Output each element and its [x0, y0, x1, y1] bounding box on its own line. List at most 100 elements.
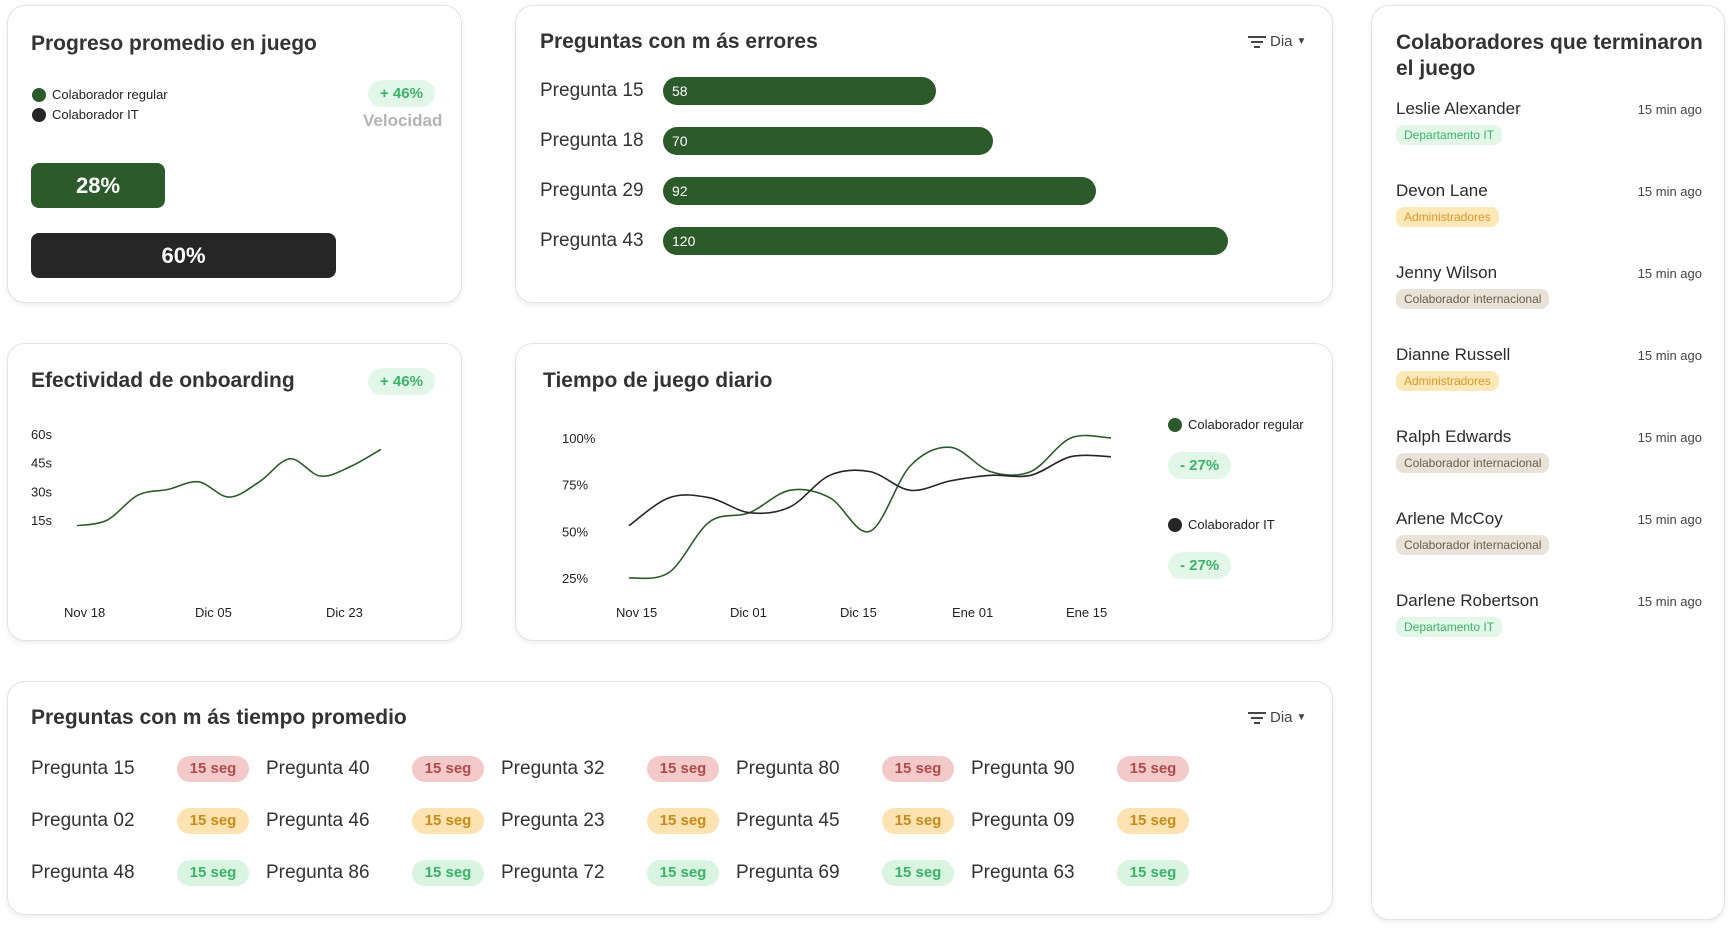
it-series-line	[628, 454, 1112, 527]
errors-title: Preguntas con m ás errores	[540, 30, 818, 53]
daily-legend-it-label: Colaborador IT	[1188, 517, 1275, 532]
x-tick-label: Nov 15	[616, 605, 657, 620]
x-tick-label: Ene 01	[952, 605, 993, 620]
collaborator-tag: Administradores	[1396, 207, 1499, 227]
chevron-down-icon: ▼	[1296, 712, 1307, 723]
daily-time-title: Tiempo de juego diario	[543, 369, 773, 392]
question-time-badge: 15 seg	[1117, 860, 1189, 886]
time-card: Preguntas con m ás tiempo promedio Dia ▼…	[7, 681, 1333, 915]
question-time-badge: 15 seg	[647, 756, 719, 782]
y-tick-label: 60s	[31, 427, 52, 442]
y-tick-label: 50%	[562, 524, 588, 539]
progress-bar-regular: 28%	[31, 163, 165, 208]
question-label: Pregunta 46	[266, 810, 370, 831]
y-tick-label: 100%	[562, 431, 596, 446]
daily-time-card: Tiempo de juego diario 100% 75% 50% 25% Nov …	[515, 343, 1333, 641]
daily-it-badge: - 27%	[1168, 552, 1232, 579]
question-label: Pregunta 80	[736, 758, 840, 779]
legend-dot-green-icon	[32, 87, 46, 102]
error-bar-value: 70	[672, 133, 688, 149]
question-time-badge: 15 seg	[412, 860, 484, 886]
onboarding-series-line	[76, 448, 382, 527]
collaborator-name: Dianne Russell	[1396, 345, 1511, 364]
x-tick-label: Dic 23	[326, 605, 363, 620]
daily-legend-it: Colaborador IT	[1168, 517, 1275, 532]
question-time-badge: 15 seg	[177, 756, 249, 782]
progress-it-value: 60%	[161, 243, 206, 268]
question-time-badge: 15 seg	[412, 756, 484, 782]
errors-card: Preguntas con m ás errores Dia ▼ Pregunt…	[515, 5, 1333, 303]
time-filter[interactable]: Dia ▼	[1248, 709, 1306, 726]
velocity-badge: + 46%	[368, 80, 435, 107]
question-time-badge: 15 seg	[882, 808, 954, 834]
question-time-badge: 15 seg	[177, 860, 249, 886]
time-title: Preguntas con m ás tiempo promedio	[31, 706, 407, 729]
error-bar-value: 92	[672, 183, 688, 199]
x-tick-label: Dic 05	[195, 605, 232, 620]
x-tick-label: Dic 15	[840, 605, 877, 620]
question-time-badge: 15 seg	[177, 808, 249, 834]
error-bar: 58	[663, 77, 936, 105]
error-bar: 70	[663, 127, 993, 155]
error-bar-value: 58	[672, 83, 688, 99]
legend-regular: Colaborador regular	[32, 87, 168, 102]
progress-regular-value: 28%	[75, 173, 121, 198]
errors-filter-label: Dia	[1270, 33, 1293, 50]
onboarding-line-chart: 60s 45s 30s 15s Nov 18 Dic 05 Dic 23	[31, 427, 382, 620]
onboarding-card: Efectividad de onboarding + 46% 60s 45s 30…	[7, 343, 462, 641]
progress-title: Progreso promedio en juego	[31, 32, 317, 55]
chevron-down-icon: ▼	[1296, 36, 1307, 47]
daily-time-line-chart: 100% 75% 50% 25% Nov 15 Dic 01 Dic 15 Ene 01 Ene…	[562, 431, 1112, 620]
collaborator-name: Ralph Edwards	[1396, 427, 1512, 446]
legend-regular-label: Colaborador regular	[52, 87, 168, 102]
legend-it: Colaborador IT	[32, 107, 139, 122]
collaborator-time: 15 min ago	[1637, 430, 1702, 445]
collaborator-time: 15 min ago	[1637, 512, 1702, 527]
collaborator-tag: Colaborador internacional	[1396, 453, 1550, 473]
question-time-badge: 15 seg	[412, 808, 484, 834]
collaborator-name: Devon Lane	[1396, 181, 1488, 200]
x-tick-label: Nov 18	[64, 605, 105, 620]
y-tick-label: 45s	[31, 456, 52, 471]
question-label: Pregunta 40	[266, 758, 370, 779]
progress-bar-it: 60%	[31, 233, 336, 278]
question-label: Pregunta 32	[501, 758, 605, 779]
legend-dot-green-icon	[1168, 417, 1182, 432]
question-time-badge: 15 seg	[647, 808, 719, 834]
collaborators-card: Colaboradores que terminaron el juego Le…	[1371, 5, 1725, 920]
collaborator-name: Jenny Wilson	[1396, 263, 1498, 282]
question-label: Pregunta 23	[501, 810, 605, 831]
collaborator-name: Arlene McCoy	[1396, 509, 1503, 528]
error-bar: 120	[663, 227, 1228, 255]
filter-icon	[1248, 35, 1266, 48]
x-tick-label: Dic 01	[730, 605, 767, 620]
question-label: Pregunta 63	[971, 862, 1075, 883]
legend-dot-black-icon	[32, 107, 46, 122]
error-bar-label: Pregunta 15	[540, 80, 644, 101]
question-time-badge: 15 seg	[647, 860, 719, 886]
error-bar-label: Pregunta 18	[540, 130, 644, 151]
question-time-badge: 15 seg	[1117, 808, 1189, 834]
question-label: Pregunta 69	[736, 862, 840, 883]
collaborator-time: 15 min ago	[1637, 348, 1702, 363]
errors-filter[interactable]: Dia ▼	[1248, 33, 1306, 50]
daily-regular-badge: - 27%	[1168, 452, 1232, 479]
collaborator-name: Leslie Alexander	[1396, 99, 1521, 118]
daily-legend-regular: Colaborador regular	[1168, 417, 1304, 432]
error-bar-value: 120	[672, 233, 696, 249]
onboarding-badge: + 46%	[368, 368, 435, 395]
onboarding-title: Efectividad de onboarding	[31, 369, 295, 392]
question-time-badge: 15 seg	[882, 860, 954, 886]
y-tick-label: 30s	[31, 484, 52, 499]
legend-it-label: Colaborador IT	[52, 107, 139, 122]
velocity-caption: Velocidad	[363, 111, 443, 130]
progress-card: Progreso promedio en juego Colaborador r…	[7, 5, 462, 303]
regular-series-line	[628, 434, 1112, 580]
collaborator-tag: Colaborador internacional	[1396, 535, 1550, 555]
question-time-badge: 15 seg	[1117, 756, 1189, 782]
y-tick-label: 75%	[562, 478, 588, 493]
collaborator-tag: Departamento IT	[1396, 125, 1503, 145]
question-label: Pregunta 48	[31, 862, 135, 883]
collaborator-tag: Colaborador internacional	[1396, 289, 1550, 309]
legend-dot-black-icon	[1168, 517, 1182, 532]
